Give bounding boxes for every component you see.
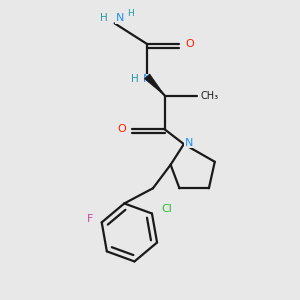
Text: N: N xyxy=(143,74,151,84)
Text: H: H xyxy=(131,74,139,84)
Text: N: N xyxy=(116,13,124,23)
Polygon shape xyxy=(145,74,165,95)
Text: N: N xyxy=(185,138,193,148)
Text: F: F xyxy=(87,214,94,224)
Text: H: H xyxy=(100,13,108,23)
Text: H: H xyxy=(128,9,134,18)
Text: Cl: Cl xyxy=(161,204,172,214)
Text: O: O xyxy=(185,39,194,49)
Text: CH₃: CH₃ xyxy=(200,91,218,100)
Text: O: O xyxy=(118,124,126,134)
